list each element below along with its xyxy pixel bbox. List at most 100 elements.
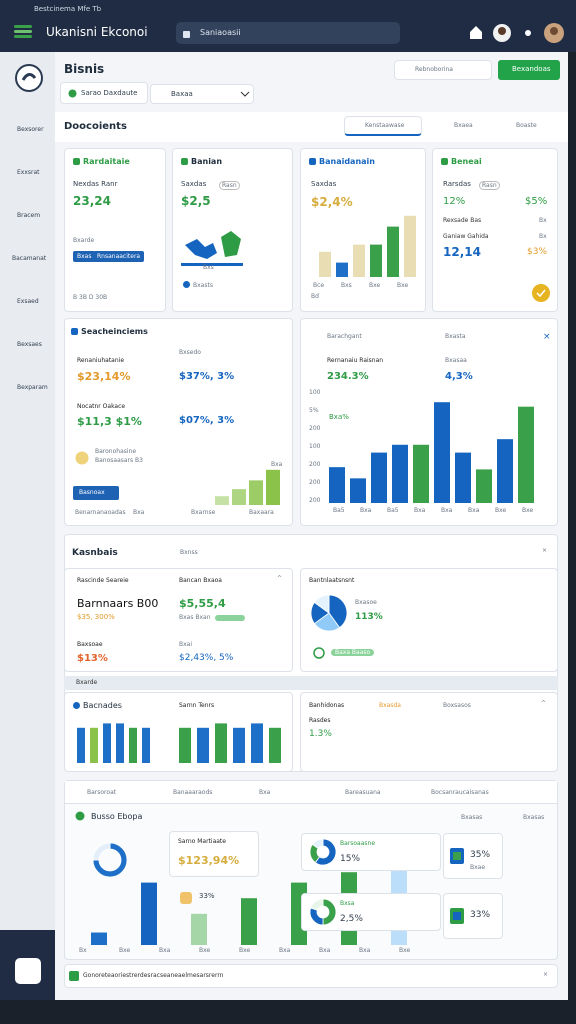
- app-logo: [14, 25, 32, 38]
- bar: [241, 898, 257, 945]
- axis-label: Bocsanraucaisanas: [431, 789, 489, 796]
- nav-label[interactable]: Bacamanat: [12, 255, 47, 262]
- axis-label: Bxa: [414, 507, 426, 514]
- bar: [90, 727, 98, 763]
- kpi-value: $13%: [77, 653, 108, 664]
- slice: [92, 842, 111, 861]
- item-value: $07%, 3%: [179, 415, 235, 426]
- panel-title: Seacheinciems: [71, 327, 148, 336]
- progress: [215, 615, 245, 621]
- nav-label[interactable]: Bexparam: [17, 384, 48, 391]
- panel-button[interactable]: Basnoax: [73, 486, 119, 500]
- bar-chart: [179, 723, 281, 763]
- card-value: $2,5: [181, 194, 211, 208]
- close-icon[interactable]: ×: [543, 971, 549, 978]
- bar: [371, 452, 387, 503]
- sidebar-button[interactable]: [15, 958, 41, 984]
- app-title: Ukanisni Ekconoi: [46, 25, 148, 39]
- bar: [266, 469, 280, 505]
- tab-strip: [65, 781, 557, 804]
- card-value: $5%: [525, 196, 548, 207]
- panel-hint: Bxnss: [180, 549, 198, 556]
- axis-label: Bxarnse: [191, 509, 216, 516]
- card-title-text: Banaidanain: [319, 157, 375, 166]
- legend-text: Bxasts: [193, 282, 213, 289]
- slice: [92, 842, 128, 878]
- card-value: $3%: [527, 247, 548, 257]
- trend-panel: Barachgant Bxasta × Rernanaiu Raisnan 23…: [300, 318, 558, 526]
- tab[interactable]: Sarao Daxdaute: [60, 82, 148, 104]
- kpi-note: Baxa Baaso: [331, 649, 375, 656]
- bar: [392, 444, 408, 503]
- filter-button[interactable]: Rebnoborina: [394, 60, 492, 80]
- card-label: Ganiaw Gahida: [443, 233, 489, 240]
- card-title: Banaidanain: [309, 157, 375, 166]
- nav-label[interactable]: Bexsorer: [17, 126, 44, 133]
- card-title: Banian: [181, 157, 222, 166]
- mini-card: 33%: [443, 893, 503, 939]
- item-icon: [450, 848, 464, 864]
- tool-button[interactable]: Kenstaawase: [344, 116, 422, 136]
- nav-label[interactable]: Exsaed: [17, 298, 39, 305]
- mini-value: 2,5%: [340, 914, 363, 924]
- tool-label[interactable]: Bxaea: [454, 122, 473, 129]
- kpi-label: Bxasoe: [355, 599, 377, 606]
- bar: [404, 215, 416, 277]
- footer-icon: [69, 971, 79, 981]
- tool-label[interactable]: Boaste: [516, 122, 537, 129]
- search-box[interactable]: [176, 22, 400, 44]
- lower-title: Bacnades: [73, 701, 122, 710]
- slice: [322, 898, 337, 926]
- axis-label: Bxe: [239, 947, 251, 954]
- header-icons: [470, 23, 564, 43]
- lower-title: Sarnn Tenrs: [179, 702, 215, 709]
- axis-label: Ba5: [333, 507, 345, 514]
- note-icon: [313, 647, 325, 659]
- pie-chart: [310, 594, 348, 632]
- slice: [309, 907, 324, 926]
- item-value: 33%: [470, 910, 491, 920]
- kpi-band: Bxarde: [64, 676, 558, 690]
- donut: [309, 898, 337, 926]
- status-text: Bestcinema Mfe Tb: [34, 5, 102, 13]
- nav-label[interactable]: Bracem: [17, 212, 41, 219]
- y-label: 200: [309, 461, 321, 468]
- lower-value: 1.3%: [309, 729, 332, 739]
- bottom-tag: Bxasas: [461, 814, 483, 821]
- card-badge: Rasn: [219, 181, 240, 190]
- y-label: 100: [309, 443, 321, 450]
- summary-panel: Seacheinciems Renaniuhatanie Bxsedo $23,…: [64, 318, 293, 526]
- axis-label: Bxe: [119, 947, 131, 954]
- overlay-card: Sarno Martiaate $123,94%: [169, 831, 259, 877]
- bar: [350, 478, 366, 503]
- sidebar: [0, 52, 55, 1000]
- mini-label: Barsoaasne: [340, 840, 376, 847]
- panel-title: Kasnbais: [72, 548, 118, 558]
- close-icon[interactable]: ×: [543, 332, 551, 342]
- kpi-left: Rascinde Seareie Bancan Bxaoa Barnnaars …: [64, 568, 293, 672]
- bar: [215, 496, 229, 505]
- item-label: Bxasaa: [445, 357, 467, 364]
- axis-label: Bxe: [199, 947, 211, 954]
- nav-label[interactable]: Exxsrat: [17, 169, 40, 176]
- close-icon[interactable]: ×: [542, 547, 548, 554]
- card-title: Rardaitaie: [73, 157, 130, 166]
- tool-label: Kenstaawase: [365, 122, 405, 129]
- axis-label: Bxe: [522, 507, 534, 514]
- mini-label: Bxsa: [340, 900, 355, 907]
- axis-label: Bce: [313, 282, 325, 289]
- item-label: Renaniuhatanie: [77, 357, 125, 364]
- card-title-text: Rardaitaie: [83, 157, 130, 166]
- action-button[interactable]: Bexandoas: [498, 60, 560, 80]
- y-label: 200: [309, 479, 321, 486]
- slice: [313, 594, 330, 614]
- card-title-text: Beneai: [451, 157, 482, 166]
- axis-label: Bxs: [341, 282, 352, 289]
- axis-label: Bxa: [159, 947, 171, 954]
- bar: [103, 723, 111, 763]
- nav-label[interactable]: Bexsaes: [17, 341, 42, 348]
- tab[interactable]: Baxaa: [150, 84, 254, 104]
- lower-tag: Bxasda: [379, 702, 401, 709]
- search-text: Saniaoasii: [200, 28, 241, 37]
- bar: [129, 727, 137, 763]
